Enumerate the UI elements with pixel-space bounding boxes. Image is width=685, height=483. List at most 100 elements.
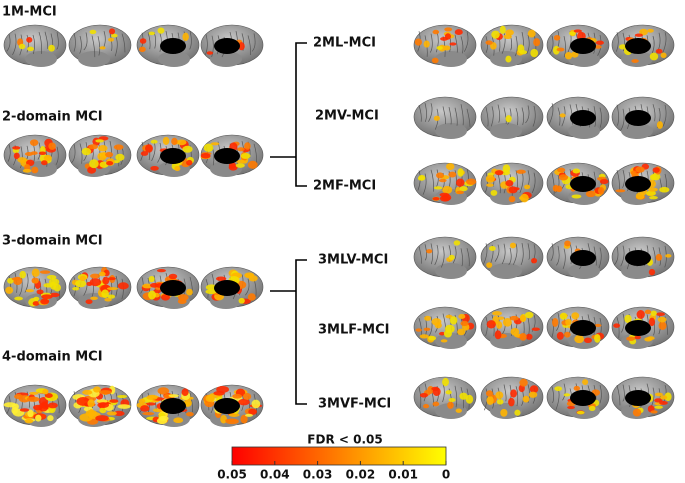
medial-hole	[625, 110, 651, 126]
activation	[445, 163, 455, 171]
brain-lobe	[25, 51, 57, 67]
activation	[486, 396, 494, 405]
sulcus	[562, 248, 566, 269]
activation	[186, 159, 193, 166]
sulcus	[428, 103, 433, 122]
activation	[644, 337, 653, 342]
activation	[171, 137, 178, 146]
brain-lobe	[435, 263, 467, 279]
activation	[424, 315, 432, 321]
activation	[552, 45, 560, 55]
activation	[496, 321, 503, 329]
sulcus	[452, 246, 457, 264]
activation	[448, 254, 455, 260]
sulcus	[599, 107, 602, 128]
sulcus	[520, 242, 524, 266]
colorbar-tick-label: 0	[442, 468, 450, 482]
sulcus	[466, 108, 471, 127]
activation	[660, 52, 667, 59]
activation	[89, 29, 97, 35]
activation	[524, 311, 534, 319]
activation	[531, 258, 538, 264]
activation	[146, 394, 158, 401]
brain	[136, 24, 200, 67]
activation	[584, 337, 592, 344]
activation	[488, 246, 496, 251]
activation	[497, 316, 505, 320]
activation	[613, 323, 621, 328]
brain	[546, 376, 610, 419]
sulcus	[551, 386, 554, 404]
activation	[93, 386, 101, 393]
activation	[90, 273, 101, 279]
sulcus	[620, 108, 625, 131]
sulcus	[485, 36, 488, 53]
activation	[225, 418, 239, 425]
colorbar-bar	[231, 446, 447, 466]
activation	[87, 399, 95, 408]
brain	[136, 384, 200, 427]
colorbar: 0.05 0.04 0.03 0.02 0.01 0	[217, 446, 450, 482]
activation	[465, 394, 474, 404]
activation	[648, 187, 658, 192]
brain-lobe	[490, 263, 522, 279]
activation	[18, 43, 26, 50]
activation	[244, 272, 255, 279]
activation	[531, 327, 540, 331]
activation	[436, 172, 444, 179]
activation	[244, 142, 251, 150]
activation	[434, 322, 442, 329]
activation	[173, 417, 184, 424]
bracket	[270, 42, 307, 187]
activation	[17, 157, 27, 163]
activation	[525, 333, 533, 340]
activation	[148, 275, 155, 283]
brain	[480, 96, 544, 139]
activation	[486, 320, 496, 329]
activation	[438, 178, 447, 183]
activation	[106, 287, 119, 291]
colorbar-tick-label: 0.02	[346, 468, 376, 482]
activation	[458, 313, 466, 320]
activation	[444, 27, 453, 32]
activation	[36, 289, 44, 295]
brain-lobe	[158, 51, 190, 67]
activation	[444, 33, 451, 40]
activation	[248, 408, 257, 415]
activation	[502, 317, 512, 327]
activation	[485, 174, 495, 183]
activation	[514, 409, 521, 416]
activation	[639, 28, 648, 36]
activation	[635, 192, 645, 200]
medial-hole	[625, 320, 651, 336]
sulcus	[418, 104, 422, 122]
activation	[185, 412, 194, 417]
activation	[104, 297, 112, 302]
medial-hole	[214, 398, 240, 414]
activation	[433, 186, 443, 190]
sulcus	[621, 313, 625, 333]
activation	[649, 174, 657, 181]
brain	[611, 24, 675, 67]
activation	[203, 143, 214, 152]
activation	[624, 314, 632, 324]
activation	[247, 293, 256, 301]
brain	[546, 236, 610, 279]
activation	[107, 277, 116, 281]
activation	[423, 327, 431, 331]
activation	[508, 397, 515, 407]
medial-hole	[214, 38, 240, 54]
activation	[438, 331, 446, 336]
activation	[559, 113, 566, 118]
sulcus	[482, 243, 488, 266]
activation	[645, 190, 656, 196]
sulcus	[515, 386, 519, 407]
medial-hole	[625, 250, 651, 266]
activation	[19, 408, 30, 412]
activation	[431, 386, 440, 391]
sulcus	[514, 35, 518, 57]
activation	[31, 277, 39, 284]
activation	[168, 273, 178, 280]
activation	[419, 393, 428, 398]
